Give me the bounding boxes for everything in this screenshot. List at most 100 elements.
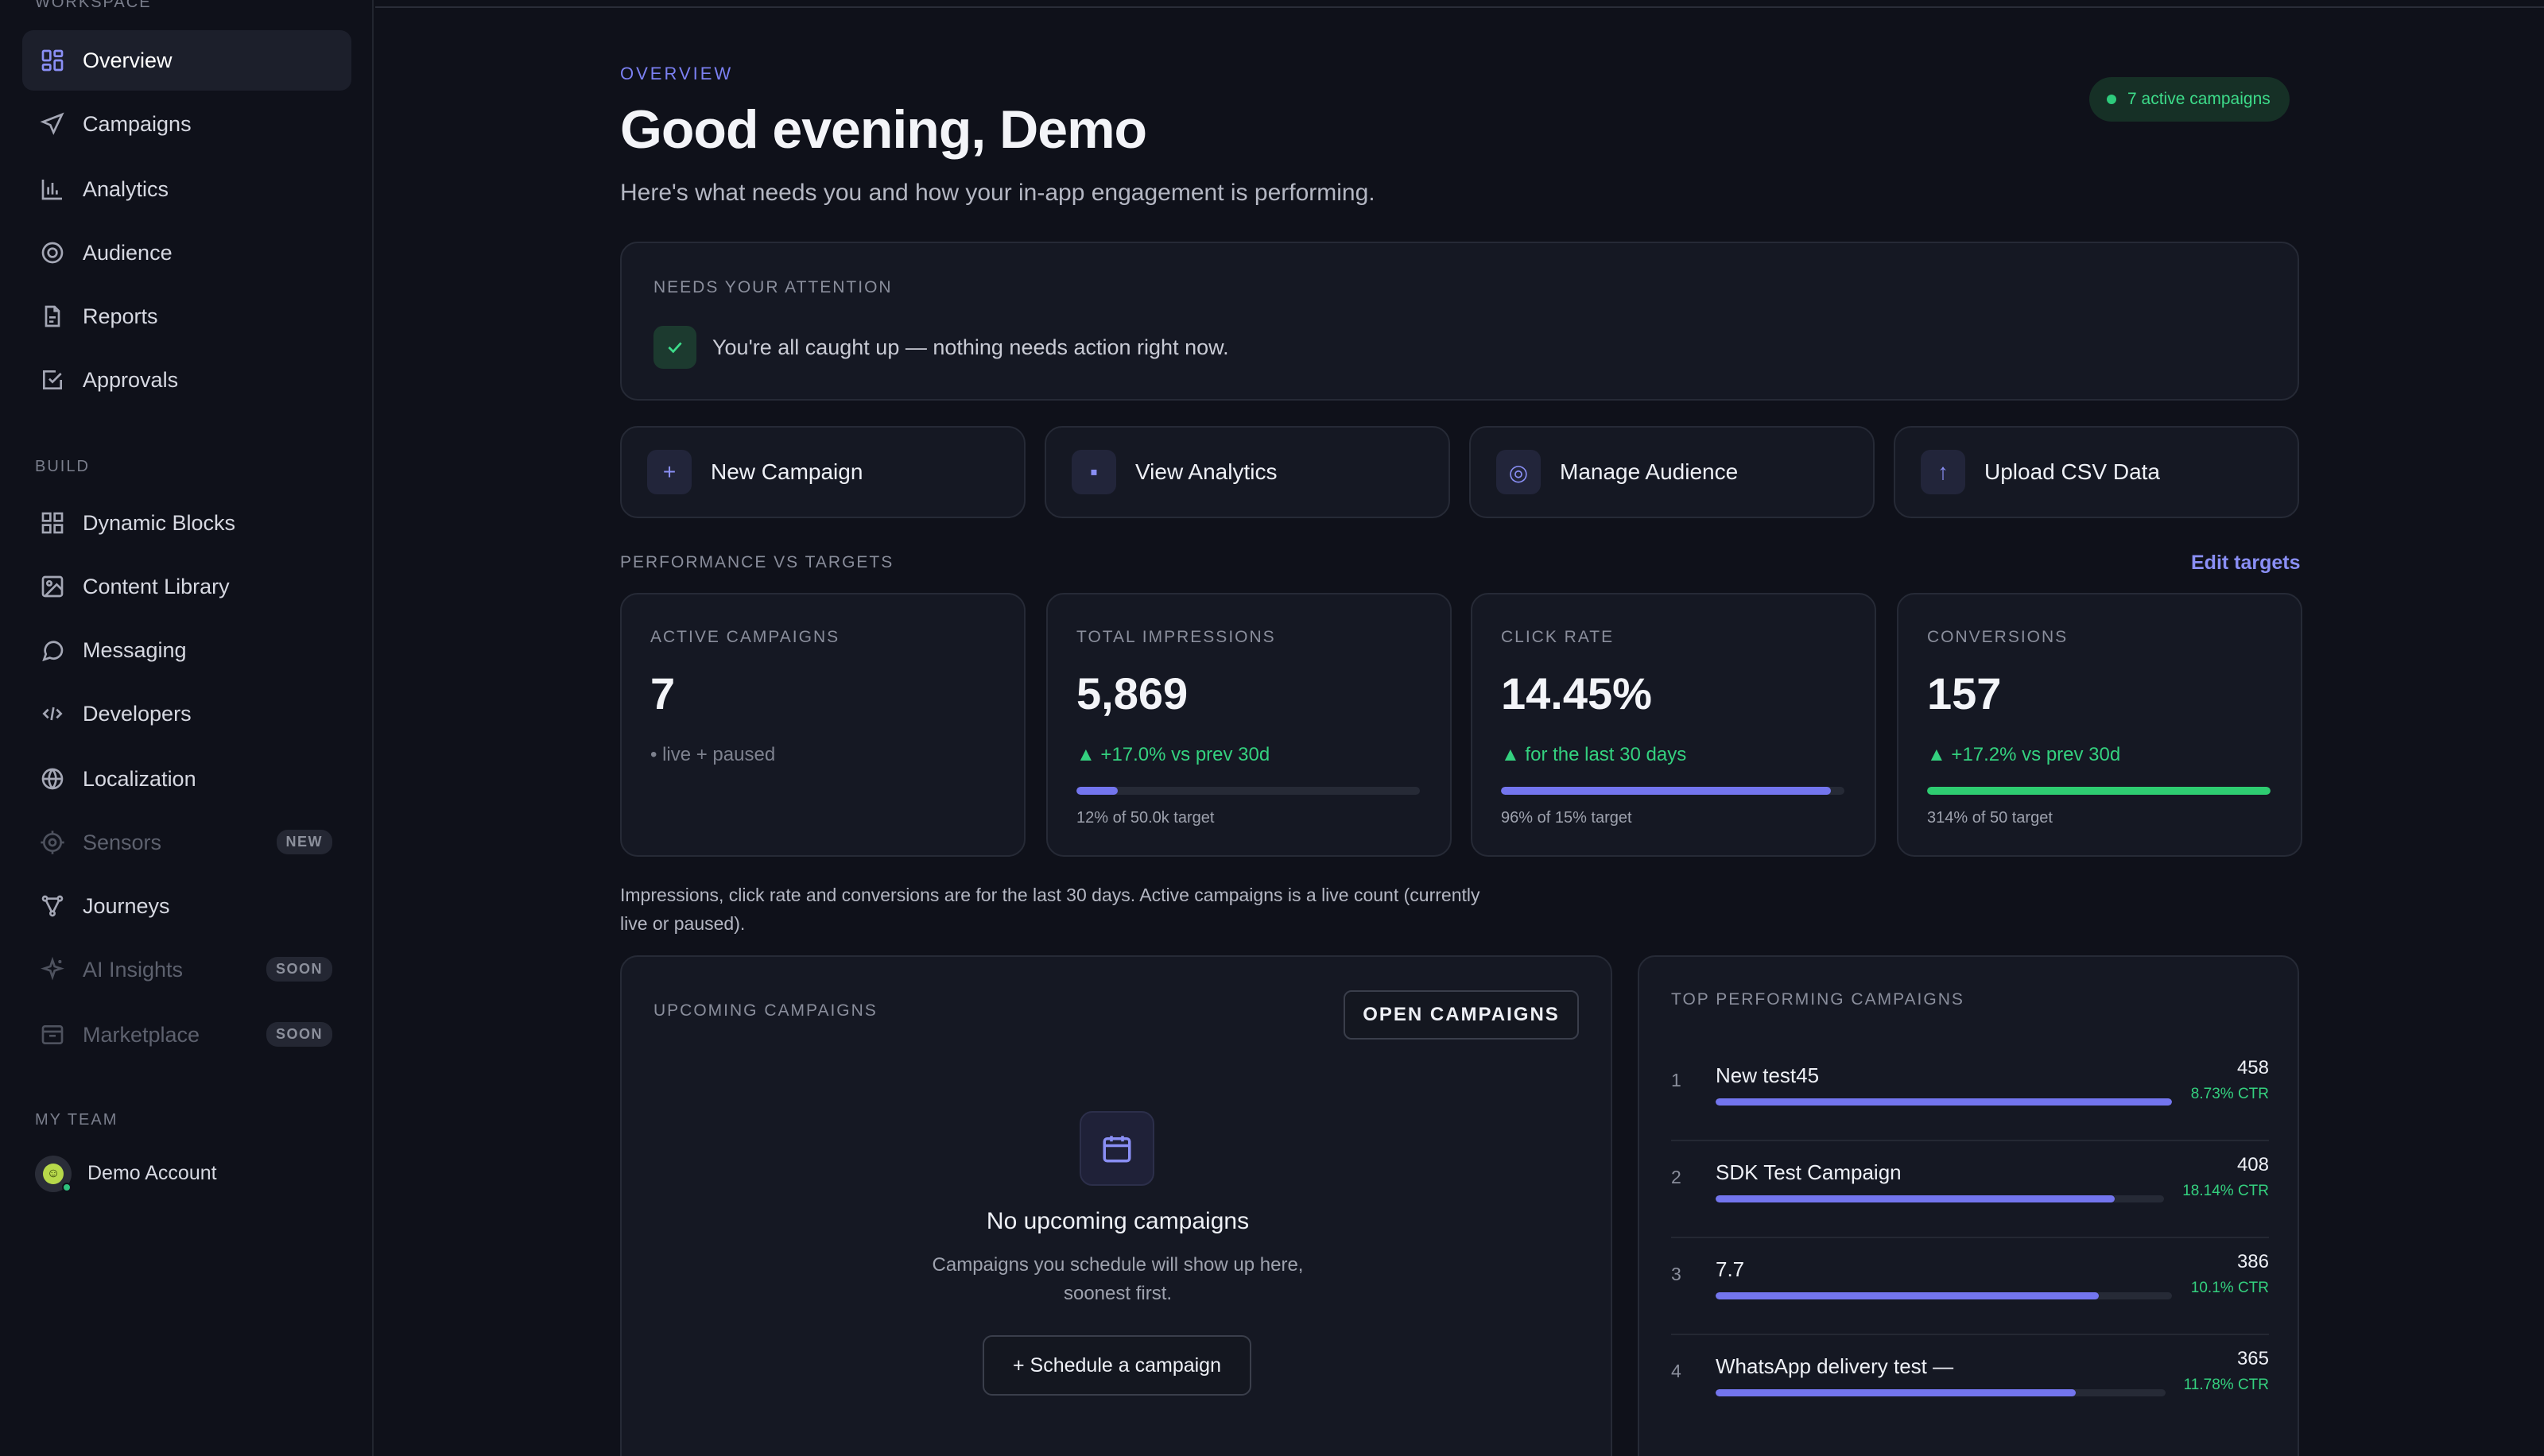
sidebar-item-marketplace[interactable]: Marketplace SOON xyxy=(22,1005,351,1065)
kpi-delta: ▲ +17.0% vs prev 30d xyxy=(1076,744,1270,765)
performance-bar-fill xyxy=(1716,1195,2115,1202)
sidebar-item-label: Audience xyxy=(83,240,173,265)
sidebar-item-sensors[interactable]: Sensors NEW xyxy=(22,812,351,873)
kpi-value: 7 xyxy=(650,668,676,718)
sidebar-item-journeys[interactable]: Journeys xyxy=(22,876,351,936)
impression-count: 408 xyxy=(2236,1154,2269,1175)
sidebar-item-label: Content Library xyxy=(83,574,230,598)
performance-bar-fill xyxy=(1716,1098,2172,1106)
kpi-target: 314% of 50 target xyxy=(1927,809,2053,827)
rank: 2 xyxy=(1671,1167,1681,1187)
quick-action-label: New Campaign xyxy=(711,459,863,484)
view-analytics-button[interactable]: ▪ View Analytics xyxy=(1045,426,1450,518)
sidebar-item-overview[interactable]: Overview xyxy=(22,30,351,91)
performance-section-label: PERFORMANCE VS TARGETS xyxy=(620,553,894,571)
upload-csv-button[interactable]: ↑ Upload CSV Data xyxy=(1894,426,2299,518)
sidebar-item-label: Reports xyxy=(83,304,158,328)
sidebar-item-label: Analytics xyxy=(83,176,169,201)
new-badge: NEW xyxy=(276,830,332,854)
soon-badge: SOON xyxy=(266,957,332,982)
sidebar-item-messaging[interactable]: Messaging xyxy=(22,620,351,680)
kpi-progress-fill xyxy=(1501,787,1831,795)
performance-bar xyxy=(1716,1292,2172,1299)
avatar[interactable]: ☺ xyxy=(35,1156,72,1192)
quick-action-label: Upload CSV Data xyxy=(1984,459,2161,484)
team-section-label: MY TEAM xyxy=(35,1111,118,1129)
kpi-target: 12% of 50.0k target xyxy=(1076,809,1215,827)
sidebar-item-dynamic-blocks[interactable]: Dynamic Blocks xyxy=(22,493,351,553)
sidebar-item-localization[interactable]: Localization xyxy=(22,749,351,809)
campaign-name: New test45 xyxy=(1716,1063,1820,1087)
sidebar-item-content-library[interactable]: Content Library xyxy=(22,556,351,617)
manage-audience-button[interactable]: ◎ Manage Audience xyxy=(1469,426,1875,518)
performance-bar-fill xyxy=(1716,1389,2076,1396)
kpi-progress-bar xyxy=(1076,787,1420,795)
active-campaigns-badge[interactable]: 7 active campaigns xyxy=(2089,77,2290,122)
rank: 1 xyxy=(1671,1070,1681,1090)
square-icon: ▪ xyxy=(1072,450,1116,494)
kpi-progress-bar xyxy=(1501,787,1844,795)
open-campaigns-button[interactable]: OPEN CAMPAIGNS xyxy=(1344,990,1579,1040)
top-performing-label: TOP PERFORMING CAMPAIGNS xyxy=(1671,990,1964,1009)
attention-message: You're all caught up — nothing needs act… xyxy=(712,335,1229,359)
kpi-delta: ▲ +17.2% vs prev 30d xyxy=(1927,744,2121,765)
team-member-name[interactable]: Demo Account xyxy=(87,1162,217,1184)
sidebar-item-campaigns[interactable]: Campaigns xyxy=(22,94,351,154)
new-campaign-button[interactable]: + New Campaign xyxy=(620,426,1026,518)
rank: 3 xyxy=(1671,1264,1681,1284)
sidebar-item-label: Marketplace xyxy=(83,1022,200,1047)
campaign-name: SDK Test Campaign xyxy=(1716,1160,1902,1184)
soon-badge: SOON xyxy=(266,1022,332,1047)
check-icon xyxy=(653,326,696,369)
sidebar-item-reports[interactable]: Reports xyxy=(22,286,351,347)
arrow-up-icon: ↑ xyxy=(1921,450,1965,494)
attention-card: NEEDS YOUR ATTENTION You're all caught u… xyxy=(620,242,2299,401)
active-campaigns-label: 7 active campaigns xyxy=(2127,90,2271,108)
sidebar-item-developers[interactable]: Developers xyxy=(22,683,351,744)
sidebar-item-audience[interactable]: Audience xyxy=(22,223,351,283)
blocks-icon xyxy=(22,510,83,536)
kpi-label: CONVERSIONS xyxy=(1927,628,2069,646)
sidebar-item-label: Overview xyxy=(83,48,173,72)
performance-footnote: Impressions, click rate and conversions … xyxy=(620,885,1480,934)
page-title: Good evening, Demo xyxy=(620,99,1147,160)
kpi-label: CLICK RATE xyxy=(1501,628,1615,646)
sidebar-item-analytics[interactable]: Analytics xyxy=(22,159,351,219)
quick-action-label: View Analytics xyxy=(1135,459,1278,484)
table-row[interactable]: 2 SDK Test Campaign 408 18.14% CTR xyxy=(1671,1141,2269,1238)
kpi-card-total-impressions: TOTAL IMPRESSIONS 5,869 ▲ +17.0% vs prev… xyxy=(1046,593,1452,857)
store-icon xyxy=(22,1022,83,1047)
send-icon xyxy=(22,111,83,137)
page-subtitle: Here's what needs you and how your in-ap… xyxy=(620,180,1375,206)
sidebar-item-label: AI Insights xyxy=(83,957,184,982)
sidebar-item-label: Approvals xyxy=(83,367,179,392)
table-row[interactable]: 3 7.7 386 10.1% CTR xyxy=(1671,1238,2269,1335)
impression-count: 365 xyxy=(2236,1348,2269,1369)
code-icon xyxy=(22,701,83,726)
kpi-target: 96% of 15% target xyxy=(1501,809,1632,827)
sidebar-item-approvals[interactable]: Approvals xyxy=(22,350,351,410)
table-row[interactable]: 4 WhatsApp delivery test — 365 11.78% CT… xyxy=(1671,1335,2269,1432)
chat-icon xyxy=(22,637,83,663)
bar-chart-icon xyxy=(22,176,83,202)
table-row[interactable]: 1 New test45 458 8.73% CTR xyxy=(1671,1044,2269,1141)
status-dot xyxy=(2107,95,2116,104)
edit-targets-link[interactable]: Edit targets xyxy=(2191,552,2301,574)
kpi-label: ACTIVE CAMPAIGNS xyxy=(650,628,840,646)
rank: 4 xyxy=(1671,1361,1681,1381)
sidebar-item-ai-insights[interactable]: AI Insights SOON xyxy=(22,939,351,1000)
impression-count: 458 xyxy=(2236,1057,2269,1078)
upcoming-label: UPCOMING CAMPAIGNS xyxy=(653,1001,878,1020)
performance-bar xyxy=(1716,1195,2164,1202)
performance-bar xyxy=(1716,1098,2172,1106)
ctr-value: 11.78% CTR xyxy=(2183,1377,2269,1393)
kpi-value: 5,869 xyxy=(1076,668,1189,718)
campaign-name: 7.7 xyxy=(1716,1257,1745,1281)
sensor-icon xyxy=(22,830,83,855)
kpi-value: 14.45% xyxy=(1501,668,1652,718)
kpi-subtext: • live + paused xyxy=(650,744,776,765)
workspace-section-label: WORKSPACE xyxy=(35,0,152,11)
schedule-campaign-button[interactable]: + Schedule a campaign xyxy=(983,1335,1251,1396)
empty-state-description: Campaigns you schedule will show up here… xyxy=(932,1254,1304,1304)
calendar-icon xyxy=(1080,1111,1154,1186)
